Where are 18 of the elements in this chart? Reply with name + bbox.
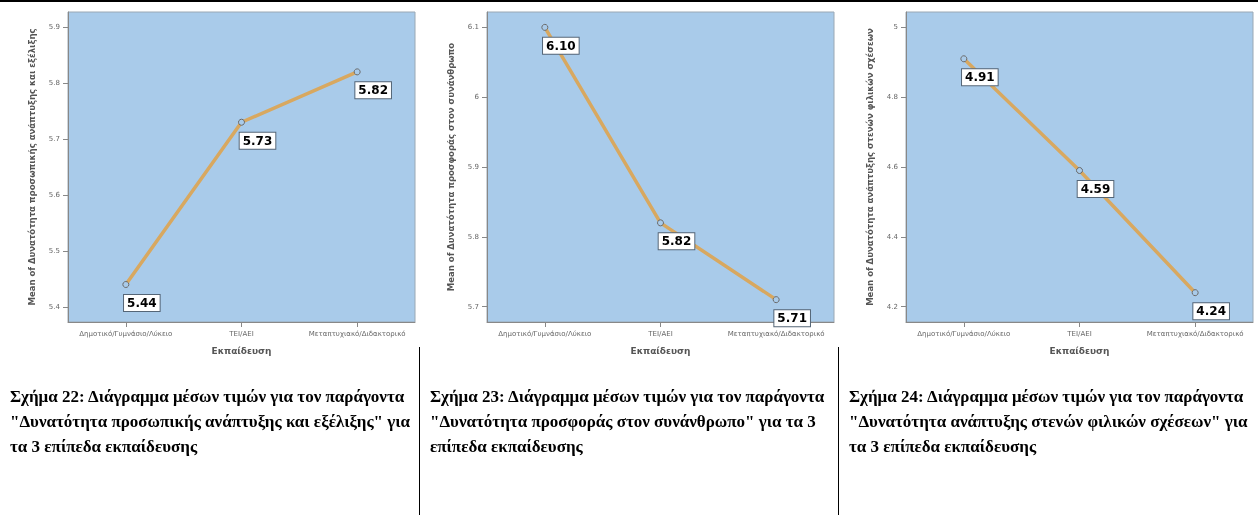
data-label: 4.59 xyxy=(1080,181,1111,196)
data-label: 5.73 xyxy=(242,133,273,148)
x-axis-title: Εκπαίδευση xyxy=(1049,345,1110,356)
text: Σχήμα 22: Διάγραμμα μέσων τιμών για τον παράγοντα "Δυνατότητα προσωπικής ανάπτυξης και εξέλιξης" για τα 3 επίπεδα εκπαίδευσης xyxy=(9,386,412,458)
data-label: 5.82 xyxy=(661,234,692,249)
text: Σχήμα 24: Διάγραμμα μέσων τιμών για τον παράγοντα "Δυνατότητα ανάπτυξης στενών φιλικών σχέσεων" για τα 3 επίπεδα εκπαίδευσης xyxy=(849,387,1248,456)
y-axis-title: Mean of Δυνατότητα προσωπικής ανάπτυξης και εξέλιξης xyxy=(26,28,37,306)
data-label: 5.71 xyxy=(777,311,807,326)
data-label: 5.82 xyxy=(358,83,388,98)
data-label: 5.44 xyxy=(127,296,157,311)
x-axis-title: Εκπαίδευση xyxy=(630,345,691,356)
data-label: 4.24 xyxy=(1196,304,1226,319)
y-axis-title: Mean of Δυνατότητα προσφοράς στον συνάνθρωπο xyxy=(445,42,456,292)
y-axis-title: Mean of Δυνατότητα ανάπτυξης στενών φιλικών σχέσεων xyxy=(864,27,875,306)
text: Σχήμα 23: Διάγραμμα μέσων τιμών για τον παράγοντα "Δυνατότητα προσφοράς στον συνάνθρωπο" για τα 3 επίπεδα εκπαίδευσης xyxy=(430,387,825,456)
x-axis-title: Εκπαίδευση xyxy=(211,345,272,356)
data-label: 6.10 xyxy=(546,38,576,53)
data-label: 4.91 xyxy=(965,70,995,85)
